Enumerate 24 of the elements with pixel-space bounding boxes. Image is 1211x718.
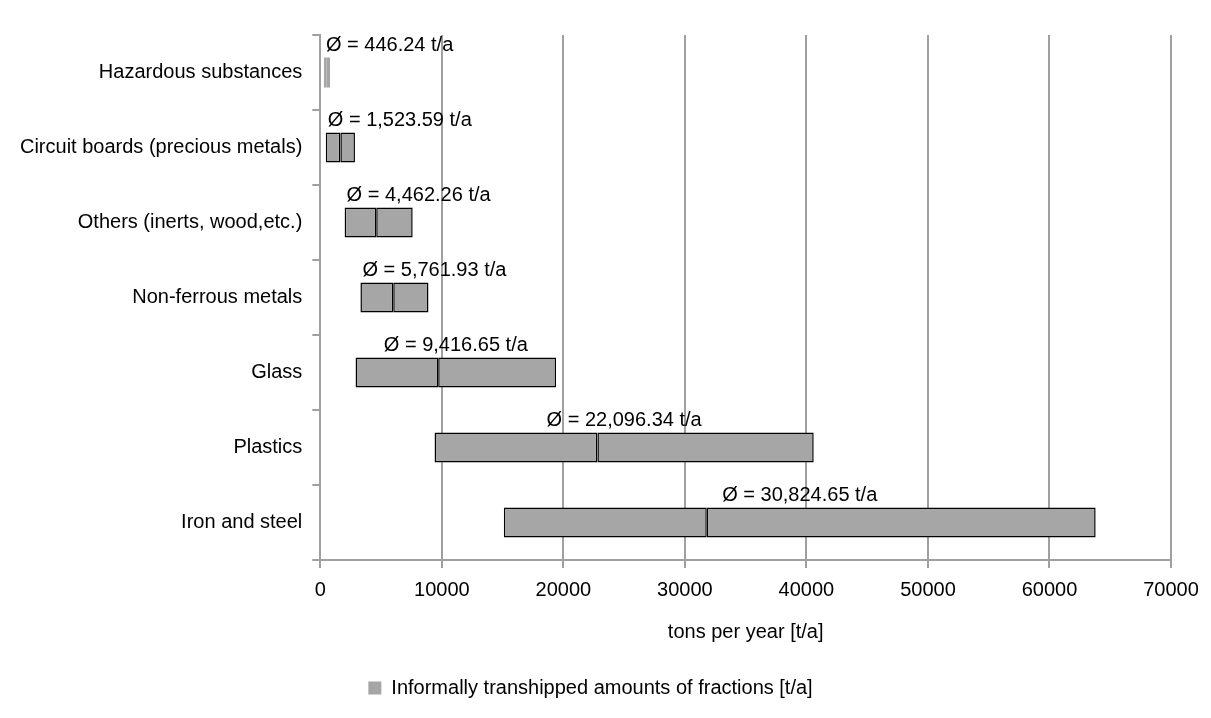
x-tick-label: 10000 <box>414 577 470 600</box>
annotation: Ø = 446.24 t/a <box>325 33 455 56</box>
annotation: Ø = 5,761.93 t/a <box>362 258 508 281</box>
x-tick-label: 0 <box>314 577 326 600</box>
x-axis-title: tons per year [t/a] <box>667 619 824 642</box>
x-tick-label: 40000 <box>778 577 835 600</box>
x-tick-label: 30000 <box>657 577 713 600</box>
y-tick-label: Hazardous substances <box>98 60 303 83</box>
x-tick-label: 60000 <box>1021 577 1078 600</box>
x-tick-label: 20000 <box>535 577 592 600</box>
legend-label: Informally transhipped amounts of fractions [t/a] <box>391 675 813 698</box>
x-tick-label: 50000 <box>900 577 956 600</box>
y-tick-label: Non-ferrous metals <box>132 285 303 308</box>
y-tick-label: Others (inerts, wood,etc.) <box>77 210 303 233</box>
y-tick-label: Glass <box>251 360 303 383</box>
annotation: Ø = 4,462.26 t/a <box>346 183 492 206</box>
annotation: Ø = 1,523.59 t/a <box>327 108 473 131</box>
y-tick-label: Iron and steel <box>181 510 303 533</box>
annotation: Ø = 22,096.34 t/a <box>546 408 703 431</box>
y-tick-label: Circuit boards (precious metals) <box>19 135 303 158</box>
x-tick-label: 70000 <box>1143 577 1199 600</box>
y-tick-label: Plastics <box>233 435 303 458</box>
annotation: Ø = 30,824.65 t/a <box>722 483 879 506</box>
annotation: Ø = 9,416.65 t/a <box>383 333 529 356</box>
